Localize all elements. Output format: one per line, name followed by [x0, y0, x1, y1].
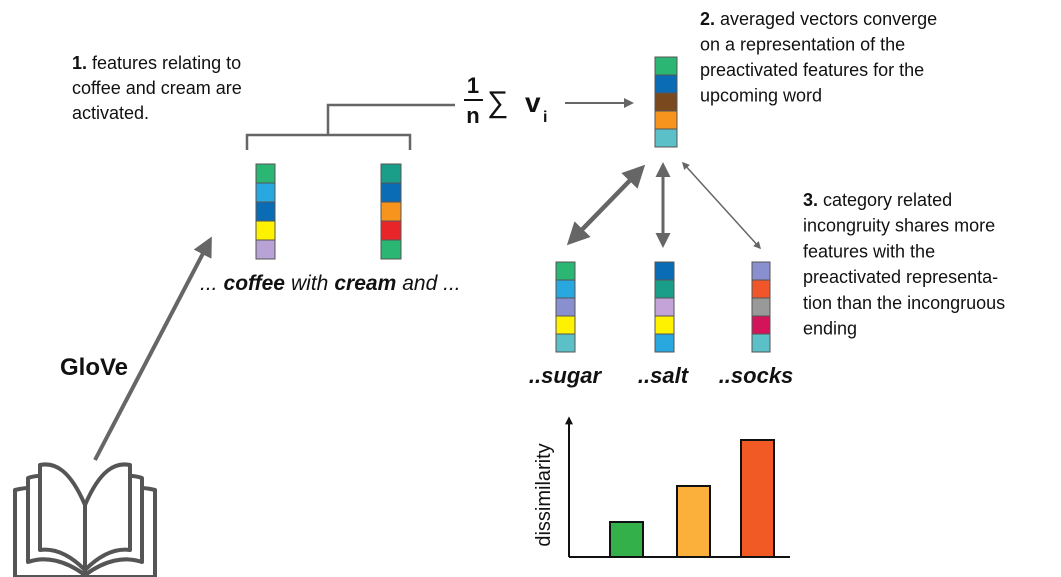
- vector-cell: [751, 261, 771, 281]
- ending-word: ..salt: [638, 363, 690, 388]
- sentence-word: ...: [200, 272, 218, 295]
- step-text: incongruity shares more: [803, 216, 995, 236]
- step-number: 3.: [803, 190, 818, 210]
- bar: [740, 439, 775, 558]
- y-axis-label: dissimilarity: [533, 443, 555, 546]
- step-text: activated.: [72, 103, 149, 123]
- step-text: upcoming word: [700, 86, 822, 106]
- step-text: tion than the incongruous: [803, 293, 1005, 313]
- vector-cell: [654, 261, 675, 281]
- step-line: features with the: [803, 241, 935, 261]
- sentence-word: and ...: [402, 272, 460, 295]
- step-text: coffee and cream are: [72, 78, 242, 98]
- vector-cell: [255, 163, 276, 184]
- step-line: on a representation of the: [700, 35, 905, 55]
- vector-cell: [654, 92, 678, 112]
- vector-cell: [654, 56, 678, 76]
- step-line: ending: [803, 319, 857, 339]
- ending-word: ..socks: [719, 363, 794, 388]
- step-line: averaged vectors converge: [720, 9, 937, 29]
- formula-variable: v: [525, 87, 541, 118]
- step-line: tion than the incongruous: [803, 293, 1005, 313]
- formula-subscript: i: [543, 109, 547, 126]
- step-line: coffee and cream are: [72, 78, 242, 98]
- step-line: category related: [823, 190, 952, 210]
- step-number: 1.: [72, 53, 87, 73]
- vector-cell: [751, 297, 771, 317]
- step-line: activated.: [72, 103, 149, 123]
- vector-cell: [555, 315, 576, 335]
- step-text: ending: [803, 319, 857, 339]
- vector-cell: [555, 297, 576, 317]
- vector-cell: [380, 182, 402, 203]
- step-text: preactivated features for the: [700, 60, 924, 80]
- step-text: 1. features relating to: [72, 53, 241, 73]
- book-icon: [13, 462, 157, 577]
- formula-numerator: 1: [467, 73, 479, 98]
- vector-cell: [380, 201, 402, 222]
- step-text: 2. averaged vectors converge: [700, 9, 937, 29]
- sentence: ... coffee with cream and ...: [200, 272, 461, 295]
- step-line: upcoming word: [700, 86, 822, 106]
- vector-cell: [255, 239, 276, 260]
- vector-cell: [654, 279, 675, 299]
- bar: [609, 521, 644, 558]
- vector-cell: [255, 182, 276, 203]
- vector-cell: [654, 74, 678, 94]
- vector-cell: [654, 297, 675, 317]
- sentence-word: cream: [334, 272, 396, 295]
- vector-cell: [654, 333, 675, 353]
- step-text: 3. category related: [803, 190, 952, 210]
- step-text: preactivated representa-: [803, 267, 998, 287]
- vector-cell: [751, 315, 771, 335]
- bar: [676, 485, 711, 558]
- vector-cell: [555, 261, 576, 281]
- vector-cell: [380, 220, 402, 241]
- step-text: features with the: [803, 241, 935, 261]
- source-label: GloVe: [60, 354, 128, 381]
- sentence-word: coffee: [224, 272, 286, 295]
- ending-word: ..sugar: [529, 363, 603, 388]
- vector-cell: [654, 128, 678, 148]
- vector-cell: [751, 333, 771, 353]
- vector-cell: [555, 279, 576, 299]
- formula-denominator: n: [466, 103, 479, 128]
- vector-cell: [555, 333, 576, 353]
- vector-cell: [255, 201, 276, 222]
- formula-sum: ∑: [487, 86, 508, 119]
- sentence-word: with: [291, 272, 328, 295]
- step-line: incongruity shares more: [803, 216, 995, 236]
- step-line: features relating to: [92, 53, 241, 73]
- vector-cell: [380, 239, 402, 260]
- vector-cell: [654, 110, 678, 130]
- vector-cell: [380, 163, 402, 184]
- connectors: [93, 98, 762, 461]
- step-text: on a representation of the: [700, 35, 905, 55]
- step-number: 2.: [700, 9, 715, 29]
- step-line: preactivated features for the: [700, 60, 924, 80]
- vector-cell: [751, 279, 771, 299]
- step-line: preactivated representa-: [803, 267, 998, 287]
- vector-cell: [255, 220, 276, 241]
- vector-cell: [654, 315, 675, 335]
